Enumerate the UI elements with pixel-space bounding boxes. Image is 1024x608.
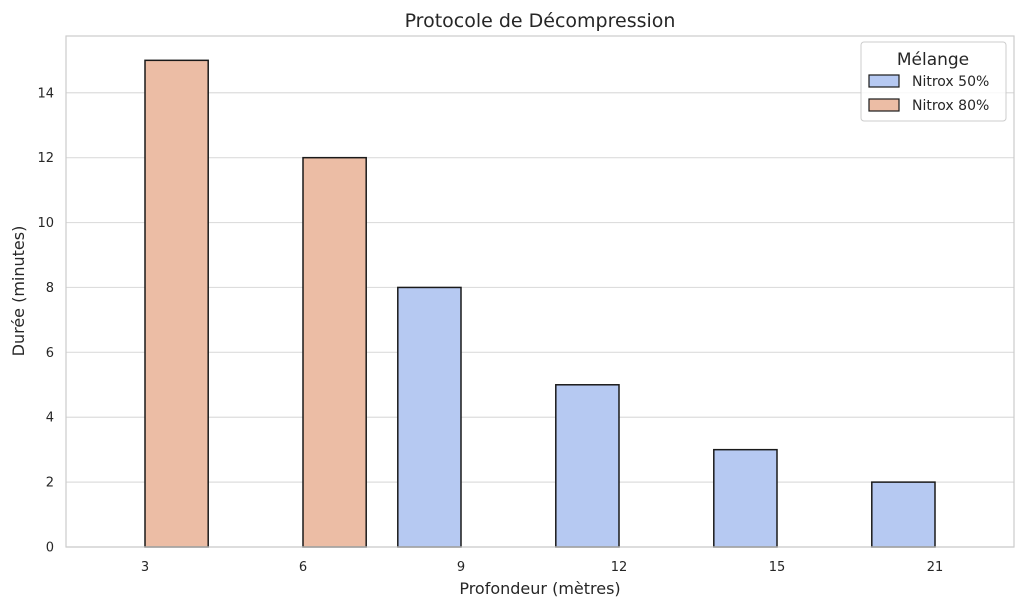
legend-label: Nitrox 80% — [912, 98, 989, 114]
y-axis-label: Durée (minutes) — [9, 226, 28, 357]
x-tick-label: 15 — [769, 560, 786, 575]
bar — [397, 286, 462, 548]
y-tick-labels: 0 2 4 6 8 10 12 14 — [37, 86, 54, 555]
x-tick-label: 12 — [611, 560, 628, 575]
x-tick-label: 3 — [141, 560, 149, 575]
x-axis-label: Profondeur (mètres) — [459, 579, 620, 598]
x-tick-labels: 3 6 9 12 15 21 — [141, 560, 943, 575]
y-tick-label: 10 — [37, 216, 54, 231]
bar — [555, 384, 620, 548]
bar — [713, 448, 778, 548]
legend-title: Mélange — [897, 50, 969, 70]
bar — [144, 59, 209, 548]
bar — [871, 481, 936, 548]
y-tick-label: 12 — [37, 151, 54, 166]
y-tick-label: 4 — [46, 411, 54, 426]
y-tick-label: 6 — [46, 346, 54, 361]
y-tick-label: 2 — [46, 476, 54, 491]
plot-frame — [65, 35, 1015, 548]
legend-label: Nitrox 50% — [912, 74, 989, 90]
legend: Mélange Nitrox 50% Nitrox 80% — [860, 41, 1007, 122]
bars — [144, 59, 936, 548]
legend-swatch — [868, 74, 900, 88]
x-tick-label: 21 — [927, 560, 944, 575]
y-tick-label: 0 — [46, 541, 54, 556]
chart-title: Protocole de Décompression — [405, 10, 676, 32]
legend-swatch — [868, 98, 900, 112]
y-tick-label: 8 — [46, 281, 54, 296]
x-tick-label: 6 — [299, 560, 307, 575]
y-tick-label: 14 — [37, 86, 54, 101]
bar — [302, 156, 367, 548]
x-tick-label: 9 — [457, 560, 465, 575]
grid-lines — [66, 92, 1014, 548]
